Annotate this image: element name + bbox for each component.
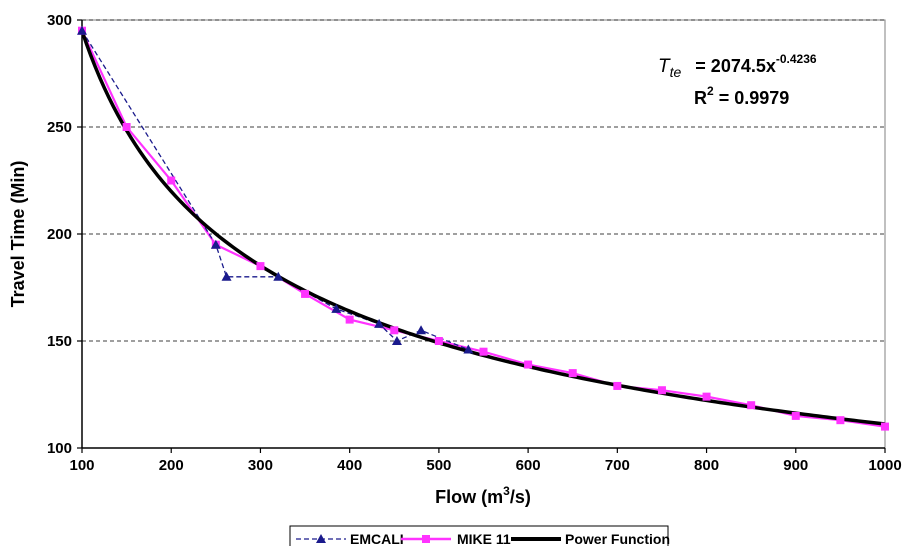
x-tick-label-700: 700	[605, 457, 630, 474]
mike11-point-450	[390, 326, 399, 335]
x-tick-label-200: 200	[159, 457, 184, 474]
mike11-point-600	[524, 360, 533, 369]
x-tick-label-900: 900	[783, 457, 808, 474]
x-tick-label-1000: 1000	[868, 457, 901, 474]
mike11-point-900	[791, 411, 800, 420]
r-squared-sup: 2	[707, 84, 714, 98]
mike11-point-800	[702, 392, 711, 401]
x-axis-title-sup: 3	[503, 484, 510, 498]
emcali-point-2	[221, 271, 232, 281]
equation-exponent: -0.4236	[776, 52, 817, 66]
equation-lhs-sub: te	[670, 64, 682, 80]
y-tick-label-250: 250	[47, 119, 72, 136]
mike11-point-700	[613, 381, 622, 390]
r-squared-r: R	[694, 88, 707, 108]
equation-label: Tte = 2074.5x-0.4236	[658, 52, 817, 80]
mike11-point-950	[836, 416, 845, 425]
mike11-point-400	[345, 315, 354, 324]
mike11-point-150	[122, 123, 131, 131]
x-axis-title-end: /s)	[510, 487, 531, 507]
emcali-point-0	[77, 25, 87, 35]
x-axis-title: Flow (m3/s)	[435, 484, 531, 507]
mike11-point-850	[747, 401, 756, 410]
equation-lhs: T	[658, 56, 671, 77]
mike11-point-200	[167, 176, 176, 185]
equation-rhs: = 2074.5x	[695, 56, 776, 76]
series-group	[77, 25, 889, 431]
legend: EMCALI MIKE 11 Power Function	[289, 525, 670, 546]
mike11-point-650	[568, 369, 577, 378]
legend-marker-mike11	[422, 535, 430, 543]
emcali-point-3	[273, 271, 284, 281]
x-tick-label-500: 500	[426, 457, 451, 474]
emcali-point-4	[331, 303, 342, 313]
tick-labels: 100 150 200 250 300 100 200 300 400 500 600 700 800 9…	[47, 12, 902, 474]
x-tick-label-400: 400	[337, 457, 362, 474]
emcali-point-7	[416, 325, 427, 335]
y-axis-title: Travel Time (Min)	[8, 161, 28, 308]
legend-marker-emcali	[316, 534, 326, 543]
y-tick-label-200: 200	[47, 226, 72, 243]
mike11-point-1000	[881, 422, 889, 431]
r-squared-label: R2 = 0.9979	[694, 84, 789, 108]
emcali-point-5	[374, 318, 385, 328]
mike11-point-500	[434, 337, 443, 345]
y-tick-label-150: 150	[47, 333, 72, 350]
y-tick-label-100: 100	[47, 440, 72, 457]
emcali-point-6	[391, 336, 402, 345]
mike11-point-750	[657, 386, 666, 395]
emcali-point-1	[210, 239, 221, 249]
mike11-point-300	[256, 262, 265, 271]
x-tick-label-800: 800	[694, 457, 719, 474]
legend-label-mike11: MIKE 11	[457, 531, 511, 546]
x-tick-label-300: 300	[248, 457, 273, 474]
legend-label-emcali: EMCALI	[350, 531, 404, 546]
r-squared-value: = 0.9979	[714, 88, 790, 108]
x-axis-title-main: Flow (m	[435, 487, 503, 507]
mike11-point-350	[301, 289, 310, 298]
x-tick-label-600: 600	[516, 457, 541, 474]
mike11-point-550	[479, 347, 488, 356]
legend-label-power: Power Function	[565, 531, 670, 546]
x-tick-label-100: 100	[69, 457, 94, 474]
legend-box	[289, 525, 669, 546]
emcali-point-8	[463, 344, 474, 354]
y-tick-label-300: 300	[47, 12, 72, 29]
